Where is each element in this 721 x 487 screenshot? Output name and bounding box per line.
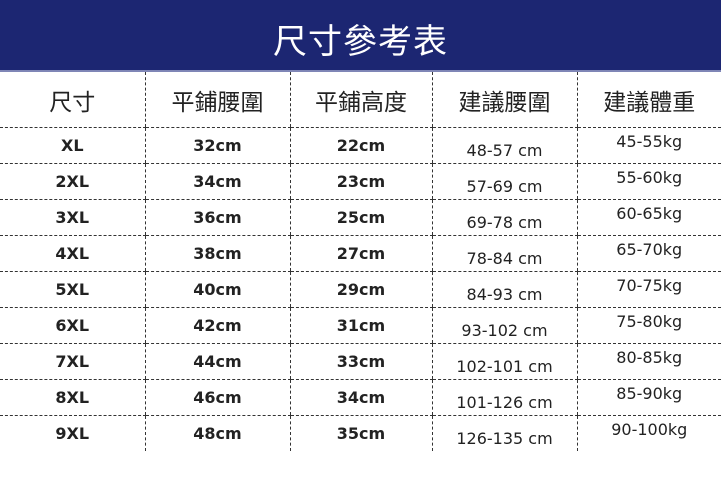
table-row: 7XL 44cm 33cm 102-101 cm 80-85kg <box>0 343 721 380</box>
cell-suggested-waist: 69-78 cm <box>431 199 577 236</box>
cell-suggested-weight: 75-80kg <box>576 307 721 344</box>
cell-size: 8XL <box>0 379 145 416</box>
cell-size: 6XL <box>0 307 145 344</box>
cell-flat-height: 29cm <box>289 271 432 308</box>
cell-size: 3XL <box>0 199 145 236</box>
cell-suggested-weight: 70-75kg <box>576 271 721 308</box>
cell-suggested-weight: 80-85kg <box>576 343 721 380</box>
cell-flat-waist: 38cm <box>144 235 290 272</box>
table-row: 2XL 34cm 23cm 57-69 cm 55-60kg <box>0 163 721 200</box>
table-row: 4XL 38cm 27cm 78-84 cm 65-70kg <box>0 235 721 272</box>
header-row: 尺寸 平鋪腰圍 平鋪高度 建議腰圍 建議體重 <box>0 72 721 128</box>
cell-flat-waist: 48cm <box>144 415 290 451</box>
table-row: 3XL 36cm 25cm 69-78 cm 60-65kg <box>0 199 721 236</box>
cell-suggested-weight: 55-60kg <box>576 163 721 200</box>
cell-flat-height: 31cm <box>289 307 432 344</box>
table-row: 5XL 40cm 29cm 84-93 cm 70-75kg <box>0 271 721 308</box>
header-suggested-weight: 建議體重 <box>576 72 721 128</box>
cell-flat-height: 22cm <box>289 127 432 164</box>
cell-suggested-waist: 48-57 cm <box>431 127 577 164</box>
cell-flat-waist: 42cm <box>144 307 290 344</box>
cell-flat-waist: 32cm <box>144 127 290 164</box>
table-row: 6XL 42cm 31cm 93-102 cm 75-80kg <box>0 307 721 344</box>
cell-size: 4XL <box>0 235 145 272</box>
table-row: XL 32cm 22cm 48-57 cm 45-55kg <box>0 127 721 164</box>
chart-title: 尺寸參考表 <box>273 22 448 62</box>
cell-suggested-waist: 126-135 cm <box>431 415 577 451</box>
cell-flat-height: 33cm <box>289 343 432 380</box>
header-size: 尺寸 <box>0 72 145 128</box>
header-flat-height: 平鋪高度 <box>289 72 432 128</box>
cell-size: 7XL <box>0 343 145 380</box>
cell-suggested-waist: 101-126 cm <box>431 379 577 416</box>
cell-flat-waist: 34cm <box>144 163 290 200</box>
size-table: 尺寸 平鋪腰圍 平鋪高度 建議腰圍 建議體重 XL 32cm 22cm 48-57 c… <box>0 72 721 451</box>
cell-size: 5XL <box>0 271 145 308</box>
cell-size: XL <box>0 127 145 164</box>
cell-suggested-weight: 60-65kg <box>576 199 721 236</box>
cell-flat-height: 23cm <box>289 163 432 200</box>
cell-suggested-waist: 84-93 cm <box>431 271 577 308</box>
cell-flat-height: 27cm <box>289 235 432 272</box>
cell-suggested-weight: 90-100kg <box>576 415 721 451</box>
cell-suggested-waist: 57-69 cm <box>431 163 577 200</box>
cell-suggested-waist: 78-84 cm <box>431 235 577 272</box>
title-banner: 尺寸參考表 <box>0 0 721 72</box>
table-row: 9XL 48cm 35cm 126-135 cm 90-100kg <box>0 415 721 451</box>
cell-suggested-waist: 93-102 cm <box>431 307 577 344</box>
cell-flat-waist: 36cm <box>144 199 290 236</box>
cell-suggested-waist: 102-101 cm <box>431 343 577 380</box>
cell-suggested-weight: 65-70kg <box>576 235 721 272</box>
cell-flat-waist: 46cm <box>144 379 290 416</box>
cell-size: 2XL <box>0 163 145 200</box>
header-suggested-waist: 建議腰圍 <box>431 72 577 128</box>
cell-flat-height: 25cm <box>289 199 432 236</box>
cell-suggested-weight: 45-55kg <box>576 127 721 164</box>
cell-flat-waist: 40cm <box>144 271 290 308</box>
cell-size: 9XL <box>55 424 90 443</box>
table-row: 8XL 46cm 34cm 101-126 cm 85-90kg <box>0 379 721 416</box>
cell-suggested-weight: 85-90kg <box>576 379 721 416</box>
cell-flat-waist: 44cm <box>144 343 290 380</box>
header-flat-waist: 平鋪腰圍 <box>144 72 290 128</box>
cell-flat-height: 35cm <box>289 415 432 451</box>
cell-flat-height: 34cm <box>289 379 432 416</box>
